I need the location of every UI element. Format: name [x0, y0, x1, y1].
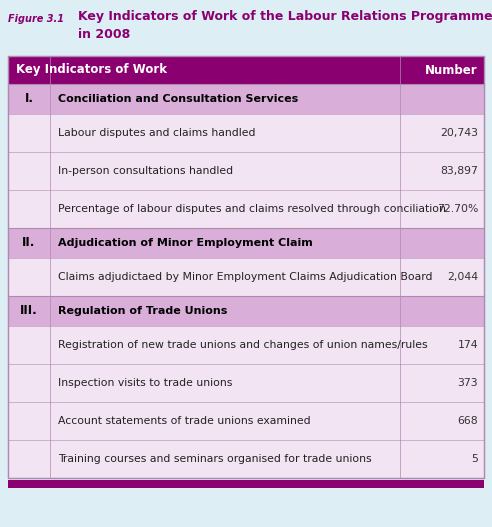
- Text: 20,743: 20,743: [440, 128, 478, 138]
- Text: 83,897: 83,897: [440, 166, 478, 176]
- Text: II.: II.: [22, 237, 36, 249]
- Bar: [8, 56, 484, 478]
- Text: Adjudication of Minor Employment Claim: Adjudication of Minor Employment Claim: [58, 238, 313, 248]
- Bar: [8, 84, 484, 114]
- Text: Key Indicators of Work: Key Indicators of Work: [16, 63, 167, 76]
- Bar: [8, 440, 484, 478]
- Bar: [8, 480, 484, 488]
- Text: I.: I.: [25, 93, 33, 105]
- Text: 373: 373: [458, 378, 478, 388]
- Text: Account statements of trade unions examined: Account statements of trade unions exami…: [58, 416, 310, 426]
- Bar: [8, 364, 484, 402]
- Bar: [8, 56, 484, 84]
- Text: 72.70%: 72.70%: [436, 204, 478, 214]
- Text: 668: 668: [458, 416, 478, 426]
- Text: 174: 174: [458, 340, 478, 350]
- Text: III.: III.: [20, 305, 38, 317]
- Text: In-person consultations handled: In-person consultations handled: [58, 166, 233, 176]
- Bar: [8, 228, 484, 258]
- Bar: [8, 402, 484, 440]
- Text: Conciliation and Consultation Services: Conciliation and Consultation Services: [58, 94, 298, 104]
- Text: Percentage of labour disputes and claims resolved through conciliation: Percentage of labour disputes and claims…: [58, 204, 446, 214]
- Bar: [8, 326, 484, 364]
- Bar: [8, 258, 484, 296]
- Bar: [8, 190, 484, 228]
- Text: in 2008: in 2008: [78, 28, 130, 41]
- Text: Registration of new trade unions and changes of union names/rules: Registration of new trade unions and cha…: [58, 340, 428, 350]
- Text: Regulation of Trade Unions: Regulation of Trade Unions: [58, 306, 227, 316]
- Text: 5: 5: [471, 454, 478, 464]
- Bar: [8, 56, 484, 478]
- Bar: [8, 152, 484, 190]
- Text: Inspection visits to trade unions: Inspection visits to trade unions: [58, 378, 232, 388]
- Text: Number: Number: [426, 63, 478, 76]
- Bar: [8, 296, 484, 326]
- Bar: [8, 114, 484, 152]
- Text: Key Indicators of Work of the Labour Relations Programme Area: Key Indicators of Work of the Labour Rel…: [78, 10, 492, 23]
- Text: 2,044: 2,044: [447, 272, 478, 282]
- Text: Training courses and seminars organised for trade unions: Training courses and seminars organised …: [58, 454, 371, 464]
- Text: Figure 3.1: Figure 3.1: [8, 14, 64, 24]
- Text: Claims adjudictaed by Minor Employment Claims Adjudication Board: Claims adjudictaed by Minor Employment C…: [58, 272, 432, 282]
- Text: Labour disputes and claims handled: Labour disputes and claims handled: [58, 128, 255, 138]
